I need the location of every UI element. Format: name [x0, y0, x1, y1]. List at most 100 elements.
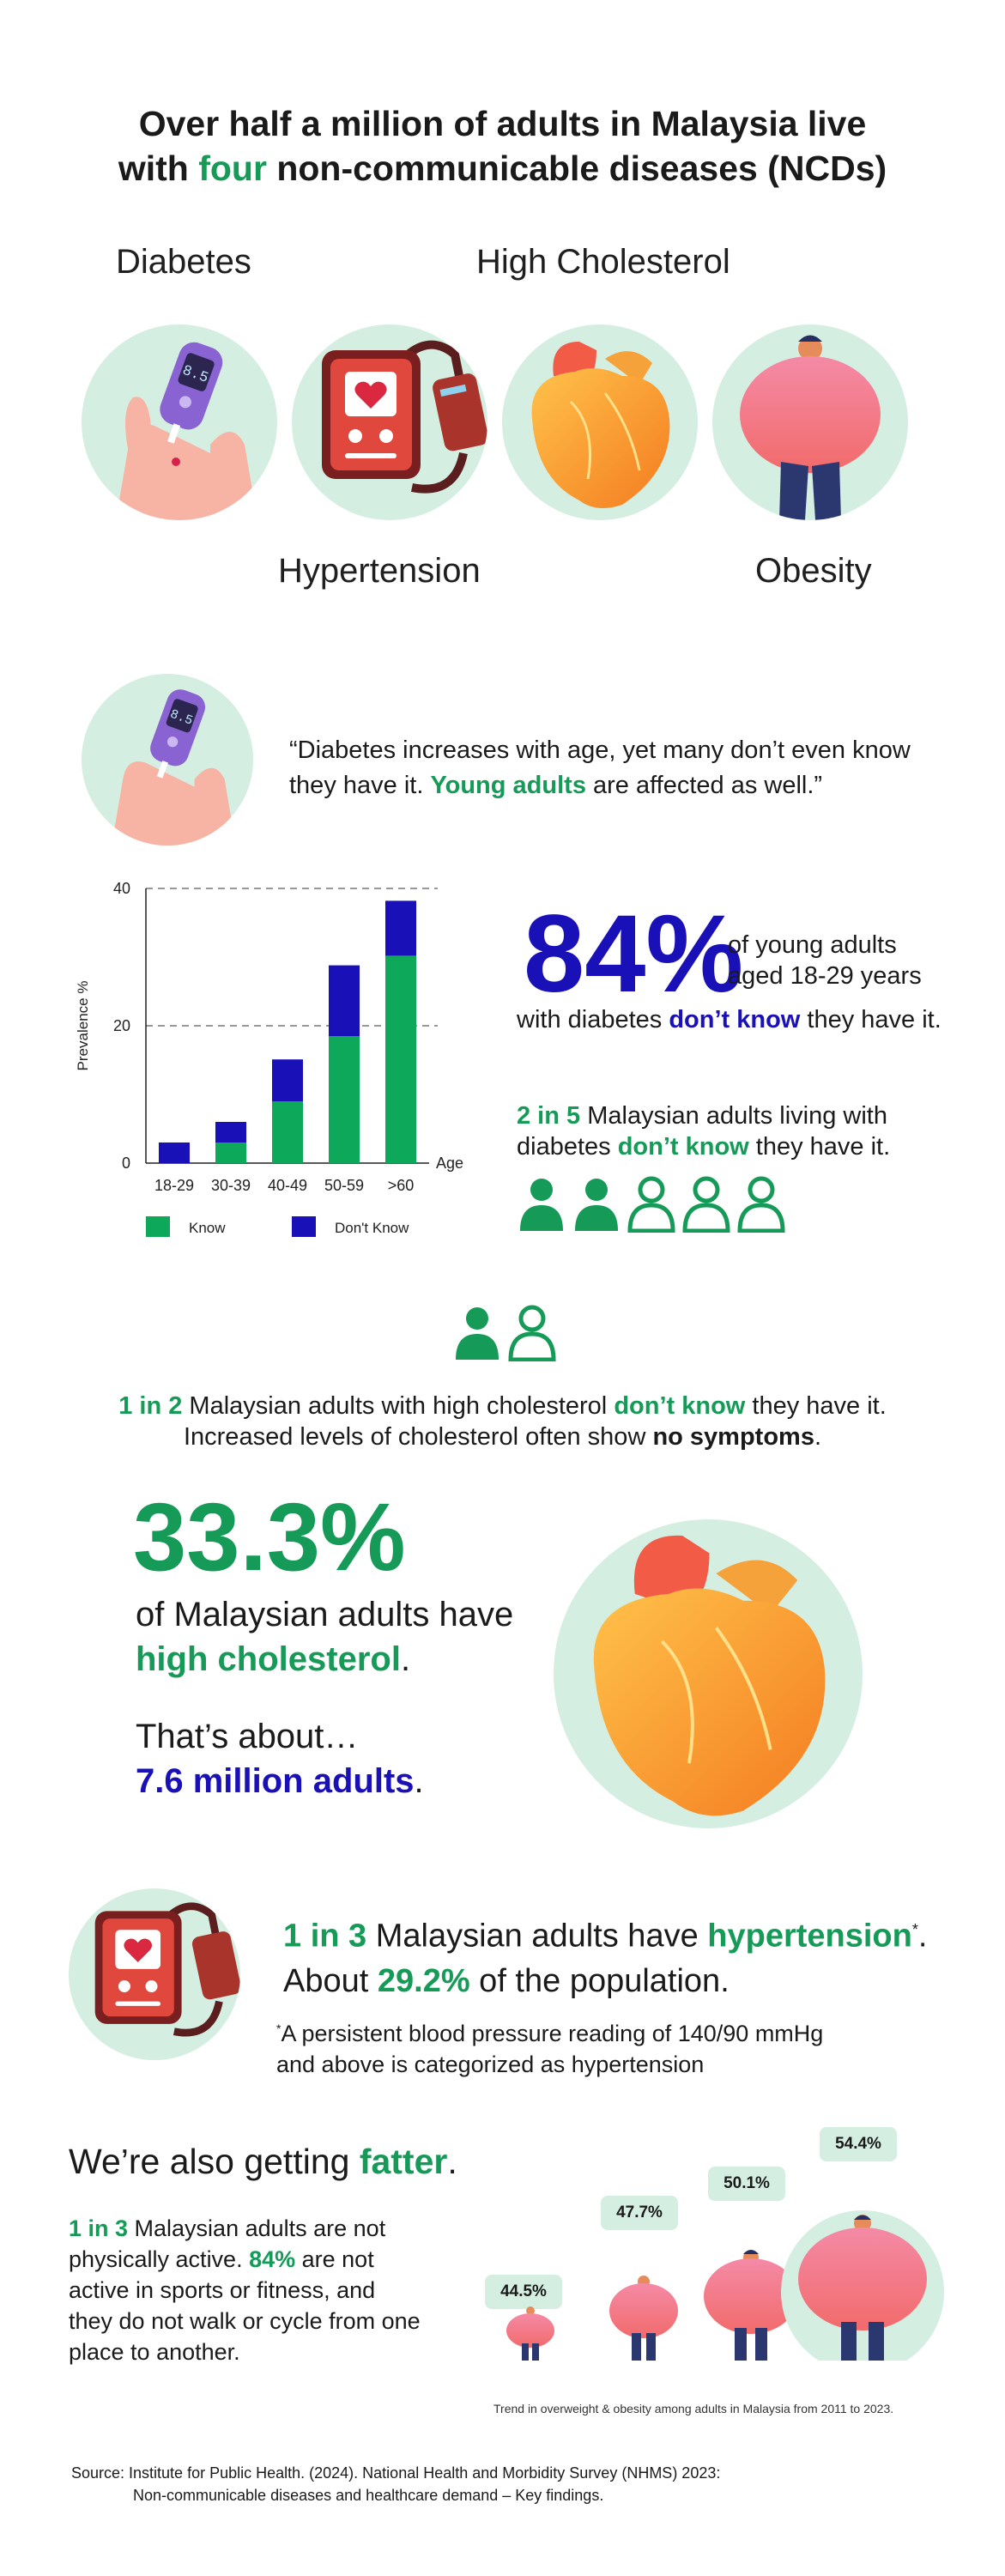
cholesterol-ratio-text: 1 in 2 Malaysian adults with high choles…	[0, 1391, 1005, 1452]
hypertension-highlight-2: hypertension	[707, 1918, 912, 1955]
chart-bar-dont-know	[159, 1143, 190, 1163]
cholesterol-stat-line-2: high cholesterol.	[136, 1637, 513, 1682]
obesity-trend-figures	[506, 2210, 944, 2361]
cholesterol-stat-text: of Malaysian adults have high cholestero…	[136, 1592, 513, 1803]
cholesterol-stat-spacer	[136, 1682, 513, 1714]
obesity-trend-value-3: 50.1%	[708, 2167, 785, 2201]
chart-bar-dont-know	[385, 900, 416, 956]
title-line-2-pre: with	[118, 148, 199, 188]
diabetes-quote-line-2: they have it. Young adults are affected …	[289, 768, 976, 803]
people-icons-one-of-two	[452, 1305, 562, 1366]
two-in-five-line-2-highlight: don’t know	[617, 1133, 749, 1161]
chart-x-tick-label: >60	[388, 1177, 415, 1194]
cholesterol-stat-period-2: .	[414, 1762, 424, 1800]
source-line-2: Non-communicable diseases and healthcare…	[133, 2487, 604, 2504]
young-adults-line-3: with diabetes don’t know they have it.	[517, 1004, 941, 1035]
cholesterol-big-stat: 33.3%	[133, 1483, 406, 1591]
cholesterol-stat-million-line: 7.6 million adults.	[136, 1759, 513, 1803]
label-diabetes: Diabetes	[116, 243, 251, 281]
hypertension-highlight-1: 1 in 3	[283, 1918, 367, 1955]
person-filled-icon	[452, 1307, 507, 1365]
person-filled-icon	[517, 1179, 572, 1236]
obese-person-figure-1	[506, 2306, 554, 2361]
high-cholesterol-circle	[502, 324, 698, 520]
obese-person-figure-2	[609, 2276, 678, 2361]
young-adults-line-1: of young adults	[728, 931, 897, 959]
glucometer-hand-icon-small: 8.5	[112, 689, 236, 846]
two-in-five-highlight: 2 in 5	[517, 1102, 581, 1130]
chart-y-tick-label: 0	[122, 1155, 130, 1172]
cholesterol-stat-highlight: high cholesterol	[136, 1640, 401, 1678]
cholesterol-ratio-no-symptoms: no symptoms	[652, 1423, 814, 1451]
hypertension-line-2: About 29.2% of the population.	[283, 1959, 927, 2003]
obese-person-figure-3	[704, 2250, 798, 2361]
diabetes-prevalence-chart: Prevalence % 0 20 40 Age 18-29 30-39 40-49 50-59…	[75, 880, 463, 1237]
chart-x-tick-label: 40-49	[268, 1177, 307, 1194]
chart-bar-know	[215, 1143, 246, 1163]
diabetes-quote-highlight: Young adults	[430, 772, 586, 799]
two-in-five-line-2-pre: diabetes	[517, 1133, 618, 1161]
chart-legend-label: Know	[189, 1220, 226, 1236]
person-outline-icon	[736, 1176, 791, 1236]
two-in-five-line-2: diabetes don’t know they have it.	[517, 1131, 890, 1162]
obesity-trend-value-1: 44.5%	[485, 2275, 562, 2309]
obesity-paragraph-line-1: 1 in 3 Malaysian adults are not	[69, 2213, 421, 2244]
cholesterol-heart-circle	[554, 1519, 863, 1828]
cholesterol-stat-about: That’s about…	[136, 1718, 359, 1755]
chart-bar-know	[272, 1101, 303, 1163]
cholesterol-ratio-dont-know: don’t know	[614, 1392, 746, 1420]
chart-bar-dont-know	[215, 1122, 246, 1143]
diabetes-quote-line-1: “Diabetes increases with age, yet many d…	[289, 736, 911, 764]
chart-x-tick-label: 50-59	[324, 1177, 364, 1194]
young-adults-line-3-pre: with diabetes	[517, 1006, 669, 1033]
young-adults-highlight: don’t know	[669, 1006, 801, 1033]
hypertension-footnote-text-1: A persistent blood pressure reading of 1…	[281, 2021, 824, 2046]
cholesterol-stat-line-1: of Malaysian adults have	[136, 1596, 514, 1633]
cholesterol-ratio-line-2-post: .	[814, 1423, 822, 1451]
source-citation: Source: Institute for Public Health. (20…	[71, 2462, 720, 2506]
obesity-heading-pre: We’re also getting	[69, 2142, 360, 2181]
person-filled-icon	[572, 1179, 627, 1236]
hypertension-line-2-pre: About	[283, 1962, 378, 1999]
heart-organ-icon-large	[593, 1535, 826, 1816]
young-adults-big-stat: 84%	[524, 893, 744, 1015]
obesity-circle	[712, 324, 908, 520]
hypertension-stat: 1 in 3 Malaysian adults have hypertensio…	[283, 1907, 927, 2003]
hypertension-line-2-post: of the population.	[469, 1962, 730, 1999]
obese-person-figure-4	[781, 2210, 944, 2361]
hypertension-footnote-line-2: and above is categorized as hypertension	[276, 2052, 705, 2077]
diabetes-quote-line-2-post: are affected as well.”	[585, 772, 823, 799]
label-obesity: Obesity	[755, 552, 872, 590]
label-high-cholesterol: High Cholesterol	[476, 243, 730, 281]
person-outline-icon	[507, 1305, 562, 1365]
blood-pressure-monitor-icon-small	[94, 1902, 240, 2037]
obesity-paragraph-line-2-post: are not	[295, 2246, 374, 2272]
obesity-heading-highlight: fatter	[359, 2142, 448, 2181]
young-adults-stat-lines: of young adults aged 18-29 years	[728, 930, 922, 991]
chart-bar-dont-know	[272, 1059, 303, 1101]
hypertension-circle	[292, 324, 487, 520]
hypertension-star: *	[911, 1921, 918, 1938]
title-line-2: with four non-communicable diseases (NCD…	[0, 146, 1005, 191]
hypertension-period: .	[917, 1918, 928, 1955]
cholesterol-ratio-highlight: 1 in 2	[118, 1392, 183, 1420]
chart-x-tick-label: 18-29	[154, 1177, 194, 1194]
obesity-trend-value-2: 47.7%	[601, 2196, 678, 2230]
title-line-2-post: non-communicable diseases (NCDs)	[266, 148, 887, 188]
obesity-heading: We’re also getting fatter.	[69, 2142, 457, 2182]
label-hypertension: Hypertension	[278, 552, 481, 590]
diabetes-quote-circle: 8.5	[82, 674, 253, 846]
chart-y-tick-label: 40	[113, 880, 130, 897]
obesity-paragraph-line-3: active in sports or fitness, and	[69, 2277, 376, 2303]
chart-y-tick-label: 20	[113, 1017, 130, 1034]
hypertension-footnote: *A persistent blood pressure reading of …	[276, 2013, 823, 2080]
chart-legend-swatch	[292, 1216, 316, 1237]
chart-y-axis-label: Prevalence %	[75, 981, 91, 1071]
obesity-trend-value-4: 54.4%	[820, 2127, 897, 2161]
obesity-paragraph: 1 in 3 Malaysian adults are not physical…	[69, 2213, 421, 2367]
page-title: Over half a million of adults in Malaysi…	[0, 101, 1005, 191]
title-line-1: Over half a million of adults in Malaysi…	[138, 104, 867, 143]
obesity-paragraph-line-2-pre: physically active.	[69, 2246, 250, 2272]
two-in-five-line-1: 2 in 5 Malaysian adults living with	[517, 1100, 890, 1131]
heart-organ-icon	[531, 342, 670, 508]
